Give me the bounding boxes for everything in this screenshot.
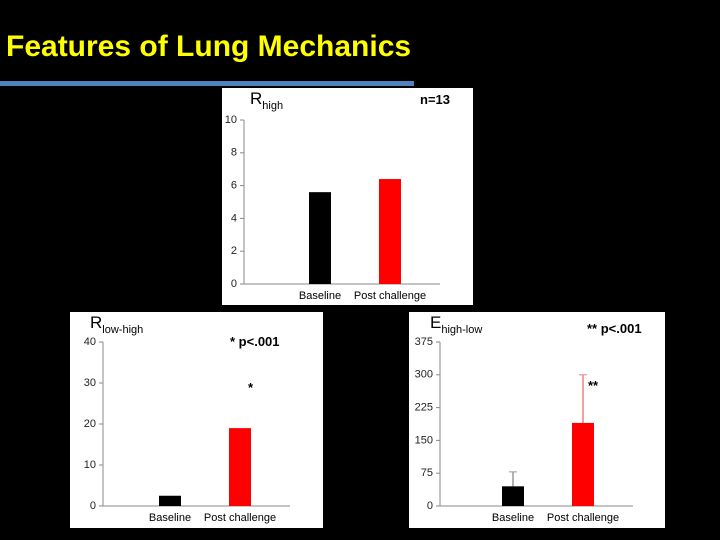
- x-tick-label: Post challenge: [354, 290, 426, 302]
- annotation: *: [248, 380, 254, 395]
- y-tick-label: 4: [231, 212, 237, 224]
- y-tick-label: 75: [421, 467, 433, 479]
- annotation: n=13: [420, 92, 450, 107]
- y-tick-label: 0: [90, 500, 96, 512]
- annotation: **: [588, 378, 599, 393]
- bar: [229, 428, 251, 506]
- bar: [502, 486, 524, 506]
- x-tick-label: Baseline: [149, 512, 191, 524]
- title-main: E: [430, 313, 441, 332]
- panel: [222, 88, 473, 305]
- y-tick-label: 40: [84, 336, 96, 348]
- title-subscript: high: [262, 100, 283, 112]
- bar: [309, 192, 331, 284]
- chart-title: Rhigh: [250, 89, 283, 112]
- panel: [70, 312, 323, 528]
- title-subscript: low-high: [102, 324, 143, 336]
- bar: [159, 495, 181, 506]
- bar: [379, 179, 401, 284]
- annotation: ** p<.001: [587, 321, 642, 336]
- y-tick-label: 10: [84, 459, 96, 471]
- y-tick-label: 2: [231, 245, 237, 257]
- x-tick-label: Post challenge: [547, 512, 619, 524]
- chart-title: Rlow-high: [90, 313, 143, 336]
- y-tick-label: 375: [415, 336, 433, 348]
- y-tick-label: 300: [415, 369, 433, 381]
- y-tick-label: 20: [84, 418, 96, 430]
- bar: [572, 422, 594, 506]
- slide-title: Features of Lung Mechanics: [6, 30, 411, 63]
- y-tick-label: 0: [427, 500, 433, 512]
- y-tick-label: 8: [231, 147, 237, 159]
- y-tick-label: 225: [415, 402, 433, 414]
- y-tick-label: 10: [225, 114, 237, 126]
- title-rule: [0, 81, 414, 86]
- y-tick-label: 0: [231, 278, 237, 290]
- title-main: R: [250, 89, 262, 108]
- annotation: * p<.001: [230, 334, 280, 349]
- title-subscript: high-low: [441, 324, 482, 336]
- x-tick-label: Baseline: [492, 512, 534, 524]
- panel: [409, 312, 665, 528]
- title-main: R: [90, 313, 102, 332]
- y-tick-label: 30: [84, 377, 96, 389]
- x-tick-label: Post challenge: [204, 512, 276, 524]
- y-tick-label: 6: [231, 180, 237, 192]
- chart-title: Ehigh-low: [430, 313, 482, 336]
- x-tick-label: Baseline: [299, 290, 341, 302]
- y-tick-label: 150: [415, 434, 433, 446]
